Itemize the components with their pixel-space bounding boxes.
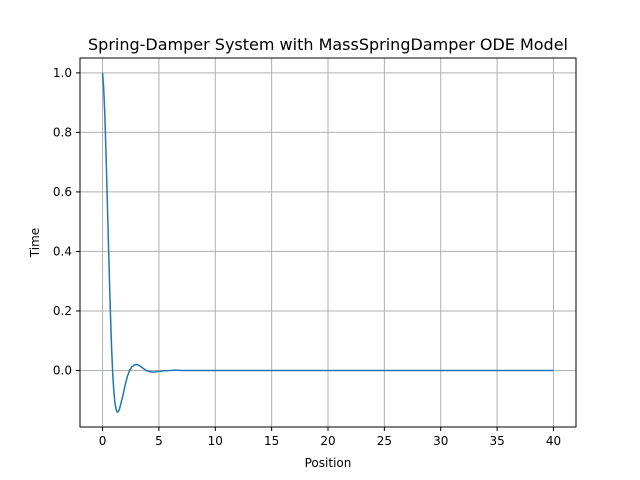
series-line — [101, 72, 554, 413]
x-tick-label: 0 — [99, 434, 107, 448]
y-tick-label: 0.8 — [53, 125, 72, 139]
x-tick-label: 30 — [433, 434, 448, 448]
x-tick-label: 25 — [377, 434, 392, 448]
x-axis-label: Position — [305, 456, 352, 470]
x-tick-label: 15 — [264, 434, 279, 448]
chart-title: Spring-Damper System with MassSpringDamp… — [88, 35, 568, 54]
ticks-layer: 0 5 10 15 20 25 30 35 40 0.0 0.2 0.4 0.6 0.8 1.0 — [53, 66, 561, 448]
x-tick-label: 35 — [489, 434, 504, 448]
x-tick-label: 5 — [155, 434, 163, 448]
grid-layer — [80, 58, 576, 427]
y-axis-label: Time — [28, 228, 42, 258]
y-tick-label: 0.4 — [53, 244, 72, 258]
series-layer — [101, 72, 554, 413]
y-tick-label: 0.0 — [53, 363, 72, 377]
y-tick-label: 0.6 — [53, 185, 72, 199]
y-tick-label: 1.0 — [53, 66, 72, 80]
x-tick-label: 10 — [208, 434, 223, 448]
x-tick-label: 20 — [320, 434, 335, 448]
x-tick-label: 40 — [546, 434, 561, 448]
y-tick-label: 0.2 — [53, 304, 72, 318]
